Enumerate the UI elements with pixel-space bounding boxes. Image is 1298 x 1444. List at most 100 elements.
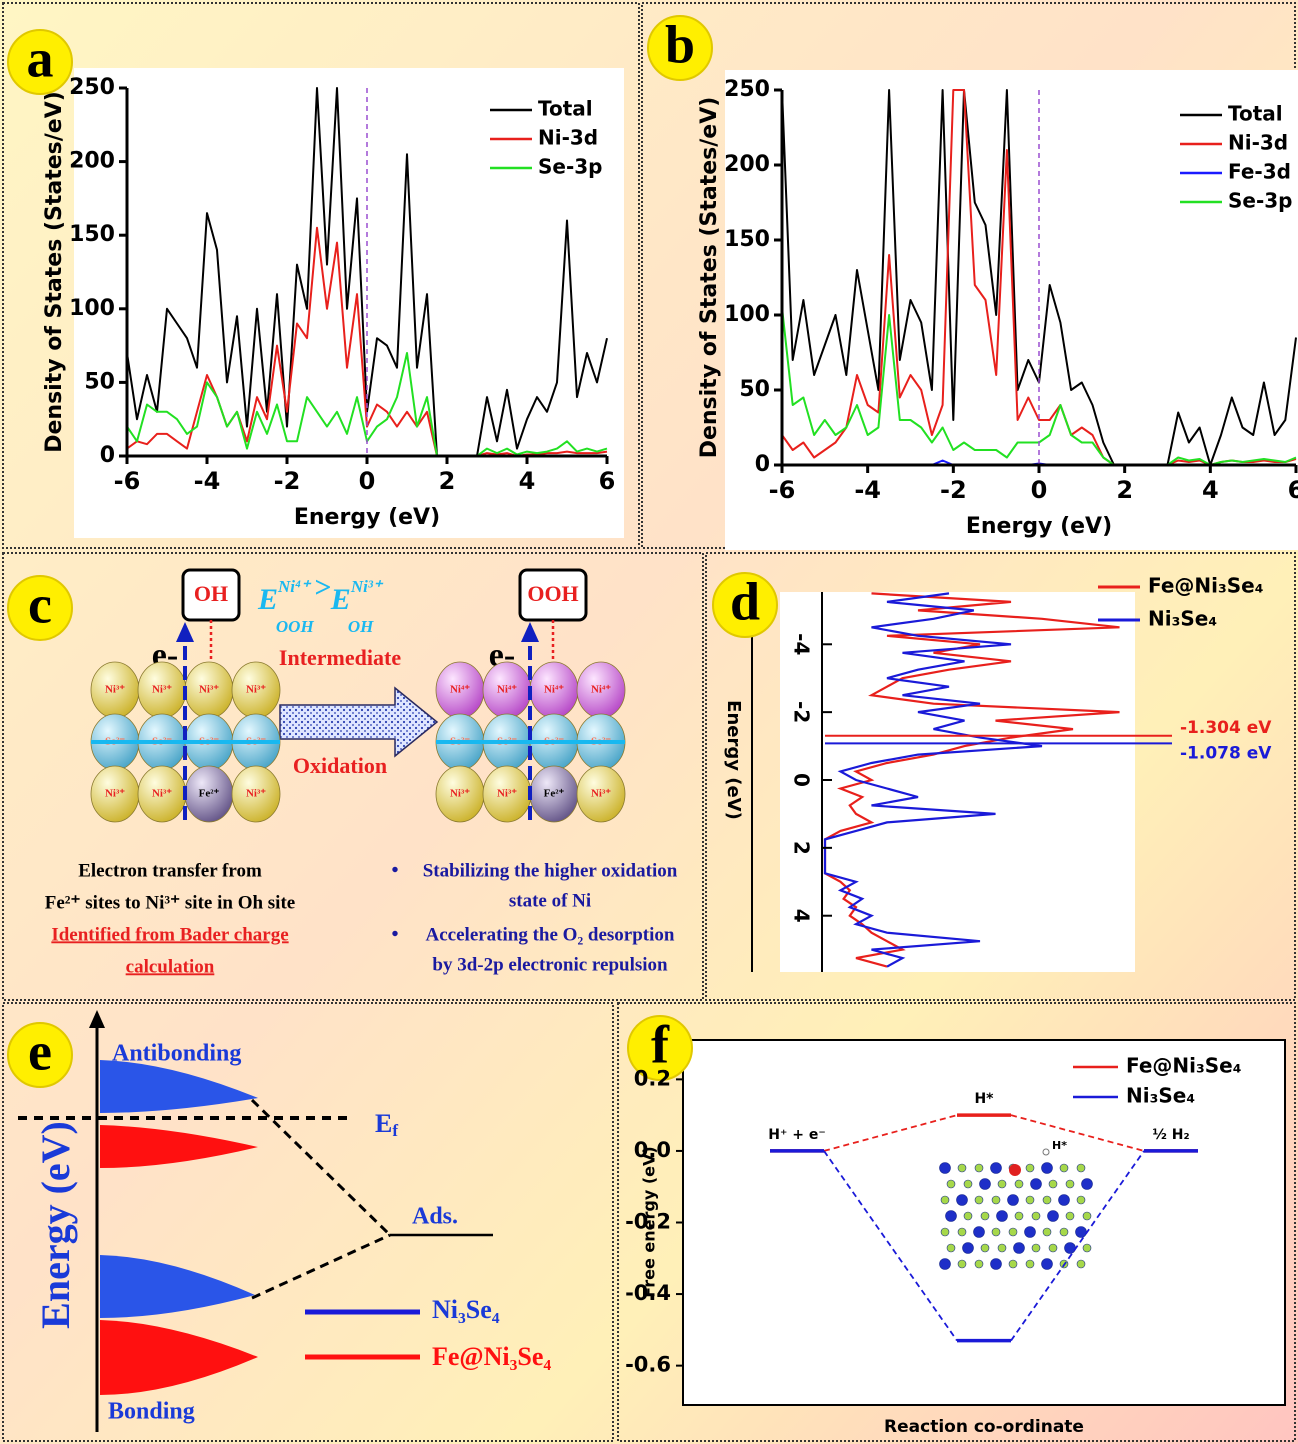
electron-arrowhead	[521, 622, 539, 642]
x-tick-label: 6	[1288, 476, 1298, 504]
inset-atom	[1048, 1243, 1058, 1253]
energy-tick-label: 4	[790, 909, 814, 923]
inset-atom	[1030, 1178, 1042, 1190]
inset-atom	[1031, 1243, 1041, 1253]
inset-atom	[1059, 1163, 1069, 1173]
inset-atom	[1024, 1226, 1036, 1238]
inset-atom	[1075, 1226, 1087, 1238]
y-tick-label: 250	[724, 77, 770, 102]
equation-part: OH	[348, 617, 374, 636]
fermi-base: E	[375, 1109, 392, 1138]
ion-label: Fe²⁺	[544, 788, 565, 800]
ion-label: Ni⁴⁺	[544, 684, 564, 696]
box-label: OOH	[527, 581, 578, 606]
inset-atom	[1008, 1227, 1018, 1237]
level-label: -1.304 eV	[1180, 718, 1272, 738]
panel-badge	[7, 29, 73, 95]
inset-atom	[963, 1211, 973, 1221]
y-axis-label: Density of States (States/eV)	[697, 97, 722, 459]
legend-label: Fe-3d	[1228, 160, 1291, 184]
x-tick-label: 4	[1202, 476, 1219, 504]
legend-label: Total	[1228, 102, 1283, 126]
inset-atom	[973, 1226, 985, 1238]
x-tick-label: 2	[439, 467, 456, 495]
y-tick-label: -0.6	[625, 1353, 671, 1377]
inset-atom	[1031, 1211, 1041, 1221]
ion-label: Fe²⁺	[199, 788, 220, 800]
ion-label: Ni³⁺	[450, 788, 470, 800]
ion-label: Ni³⁺	[152, 684, 172, 696]
panel-e-layout	[18, 1010, 493, 1432]
inset-atom	[990, 1258, 1002, 1270]
adsorbate-label: Ads.	[412, 1204, 458, 1230]
level-label: -1.078 eV	[1180, 743, 1272, 763]
inset-atom	[1076, 1195, 1086, 1205]
y-axis-label: Density of States (States/eV)	[42, 91, 67, 453]
inset-atom	[1059, 1227, 1069, 1237]
caption: Fe²⁺ sites to Ni³⁺ site in Oh site	[45, 892, 295, 913]
ion-label: Ni³⁺	[199, 684, 219, 696]
inset-atom	[1076, 1259, 1086, 1269]
y-axis-label: Free energy (eV)	[640, 1146, 659, 1297]
y-tick-label: 150	[69, 222, 115, 247]
y-tick-label: 0.0	[634, 1138, 671, 1162]
equation: ENi⁴⁺ OOH>ENi³⁺ OH	[257, 571, 384, 636]
ion-sphere	[231, 765, 281, 823]
inset-atom	[1048, 1179, 1058, 1189]
x-tick-label: -4	[194, 467, 221, 495]
state-label: H*	[974, 1091, 994, 1107]
inset-atom	[1041, 1258, 1053, 1270]
panel-label: a	[27, 28, 54, 88]
inset-atom	[980, 1211, 990, 1221]
ion-label: Ni³⁺	[497, 788, 517, 800]
inset-atom	[963, 1179, 973, 1189]
state-label: H⁺ + e⁻	[768, 1127, 825, 1143]
x-tick-label: 0	[359, 467, 376, 495]
legend-label: Total	[538, 97, 593, 121]
y-tick-label: 250	[69, 75, 115, 100]
inset-atom	[1042, 1227, 1052, 1237]
inset-atom	[974, 1163, 984, 1173]
equation-part: E	[257, 583, 278, 616]
caption-note: calculation	[126, 956, 215, 977]
inset-atom	[940, 1195, 950, 1205]
box-label: OH	[194, 581, 228, 606]
x-tick-label: 2	[1116, 476, 1133, 504]
energy-tick-label: 0	[790, 773, 814, 787]
axis-label: Energy (eV)	[33, 1121, 78, 1329]
inset-atom	[1009, 1164, 1021, 1176]
fermi-sub: f	[392, 1121, 398, 1140]
inset-atom	[1025, 1259, 1035, 1269]
inset-atom	[1007, 1194, 1019, 1206]
inset-atom	[991, 1227, 1001, 1237]
y-tick-label: 0.2	[634, 1066, 671, 1090]
inset-label: H*	[1052, 1139, 1067, 1152]
panel-badge	[647, 15, 713, 81]
equation-part: E	[330, 583, 351, 616]
inset-atom	[1025, 1195, 1035, 1205]
inset-atom	[979, 1178, 991, 1190]
inset-atom	[997, 1243, 1007, 1253]
y-tick-label: 200	[69, 149, 115, 174]
y-tick-label: 50	[84, 369, 115, 394]
panel-label: b	[665, 14, 695, 74]
ion-label: Ni³⁺	[246, 684, 266, 696]
y-tick-label: 0	[755, 452, 770, 477]
inset-atom	[957, 1259, 967, 1269]
inset-atom	[974, 1195, 984, 1205]
y-tick-label: -0.4	[625, 1281, 671, 1305]
inset-atom	[962, 1242, 974, 1254]
legend-label: Fe@Ni₃Se₄	[432, 1342, 551, 1371]
inset-atom	[1082, 1211, 1092, 1221]
x-axis-label: Reaction co-ordinate	[884, 1417, 1084, 1437]
inset-atom	[940, 1227, 950, 1237]
inset-atom	[946, 1243, 956, 1253]
inset-atom	[1042, 1195, 1052, 1205]
inset-atom	[1082, 1243, 1092, 1253]
legend-label: Ni-3d	[538, 126, 598, 150]
inset-atom	[997, 1179, 1007, 1189]
panel-badge	[7, 1022, 73, 1088]
inset-atom	[957, 1163, 967, 1173]
panel-badge	[627, 1015, 693, 1081]
inset-atom	[1065, 1211, 1075, 1221]
